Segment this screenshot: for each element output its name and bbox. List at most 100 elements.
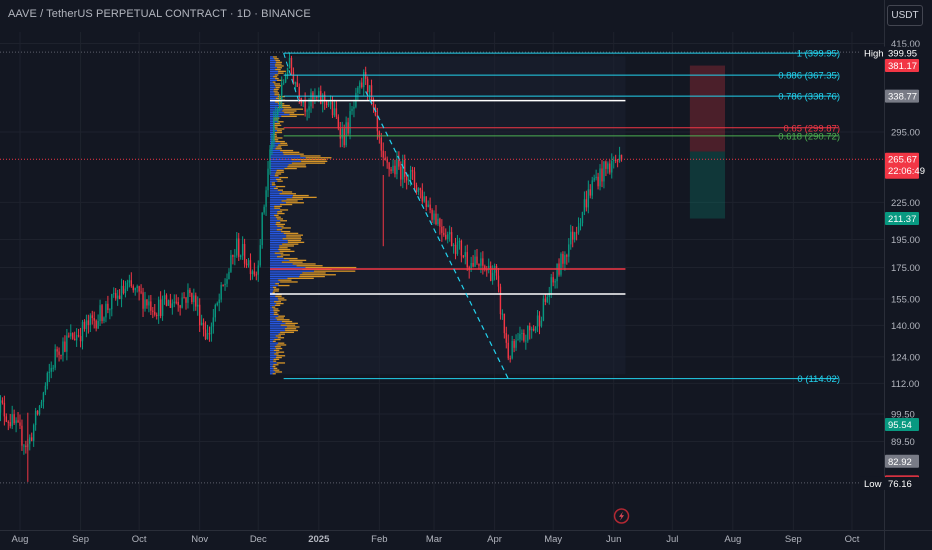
time-tick-label: Mar (426, 534, 442, 545)
volume-profile-bar-down (278, 70, 286, 73)
volume-profile-bar-down (275, 59, 280, 62)
volume-profile-bar-down (285, 322, 298, 325)
candle-up (618, 154, 621, 162)
volume-profile-bar-up (269, 320, 282, 323)
candle-up (525, 340, 527, 342)
volume-profile-bar-up (269, 203, 281, 206)
price-tag-bg (885, 46, 919, 60)
volume-profile-bar-down (287, 239, 301, 242)
candle-down (1, 400, 4, 403)
candle-down (497, 275, 500, 287)
candle-up (236, 238, 238, 256)
volume-profile-bar-down (276, 61, 282, 64)
candle-up (284, 75, 287, 83)
volume-profile-bar-down (281, 230, 291, 233)
volume-profile-bar-down (279, 247, 288, 249)
volume-profile-bar-down (276, 302, 284, 305)
volume-profile-bar-down (278, 299, 287, 301)
candle-up (355, 92, 357, 107)
candle-down (36, 410, 39, 415)
candle-down (91, 315, 93, 319)
candle-up (581, 211, 584, 224)
candle-up (265, 190, 267, 207)
candle-down (156, 314, 158, 317)
volume-profile-bar-up (269, 241, 288, 244)
volume-profile-bar-down (273, 117, 280, 119)
volume-profile-bar-up (269, 225, 278, 227)
candle-down (292, 72, 295, 84)
candle-up (85, 320, 88, 329)
volume-profile-bar-up (269, 270, 314, 272)
lightning-icon[interactable] (613, 508, 630, 524)
time-tick-label: Oct (845, 534, 860, 545)
volume-profile-bar-up (269, 63, 276, 65)
candle-down (486, 269, 488, 271)
volume-profile-bar-up (269, 92, 275, 94)
volume-profile-bar-up (269, 344, 277, 346)
volume-profile-bar-up (269, 360, 274, 362)
volume-profile-bar-down (274, 338, 281, 341)
volume-profile-bar-up (269, 88, 274, 91)
candle-up (197, 304, 199, 307)
volume-profile-bar-up (269, 176, 280, 179)
price-tick-label: 89.50 (891, 437, 915, 448)
position-risk-zone (689, 65, 726, 152)
candle-up (560, 253, 562, 275)
candle-up (29, 437, 31, 444)
volume-profile-bar-down (273, 360, 277, 362)
candle-up (470, 262, 472, 271)
candle-down (562, 253, 564, 264)
volume-profile-bar-up (269, 185, 277, 188)
volume-profile-bar-up (269, 261, 282, 263)
volume-profile-bar-down (280, 142, 288, 145)
candle-up (286, 67, 289, 76)
price-tick-label: 415.00 (891, 39, 920, 50)
candle-up (52, 367, 54, 369)
candle-up (583, 199, 586, 212)
volume-profile-bar-down (274, 137, 283, 139)
volume-profile-bar-down (274, 58, 279, 60)
candle-up (353, 106, 355, 109)
candle-down (507, 342, 509, 359)
candle-down (5, 416, 8, 422)
candle-up (212, 317, 215, 327)
price-tag-text: 82.92 (888, 457, 912, 468)
volume-profile-bar-down (278, 342, 285, 344)
price-tag-bg (885, 418, 919, 432)
volume-profile-bar-down (276, 256, 284, 258)
currency-button[interactable]: USDT (887, 5, 923, 26)
volume-profile-bar-down (275, 223, 286, 226)
candle-up (128, 280, 131, 283)
candle-up (368, 85, 371, 93)
candle-down (304, 100, 306, 112)
volume-profile-bar-up (269, 162, 292, 164)
volume-profile-bar-down (278, 279, 292, 281)
volume-profile-bar-down (277, 72, 284, 74)
volume-profile-bar-down (274, 74, 279, 76)
volume-profile-bar-down (274, 175, 279, 177)
volume-profile-bar-up (269, 301, 275, 303)
candle-down (538, 315, 541, 327)
volume-profile-bar-up (269, 308, 274, 310)
candle-up (124, 288, 127, 294)
price-tag-381.17: 381.17 (885, 59, 919, 73)
volume-profile-bar-up (269, 263, 293, 265)
candle-down (384, 157, 386, 160)
candle-down (505, 333, 507, 343)
candle-up (345, 122, 347, 146)
candle-up (200, 322, 203, 326)
candle-down (17, 420, 19, 423)
volume-profile-bar-down (278, 248, 291, 251)
candle-up (433, 213, 435, 220)
candle-up (0, 400, 2, 413)
volume-profile-bar-up (269, 202, 286, 204)
price-tick-label: 295.00 (891, 128, 920, 139)
volume-profile-bar-up (269, 160, 302, 163)
volume-profile-bar-down (284, 167, 297, 170)
candle-up (148, 301, 150, 306)
volume-profile-bar-up (269, 77, 276, 80)
candle-up (34, 410, 37, 426)
candle-down (415, 184, 418, 192)
price-tag-text: 76.16 (888, 479, 912, 490)
